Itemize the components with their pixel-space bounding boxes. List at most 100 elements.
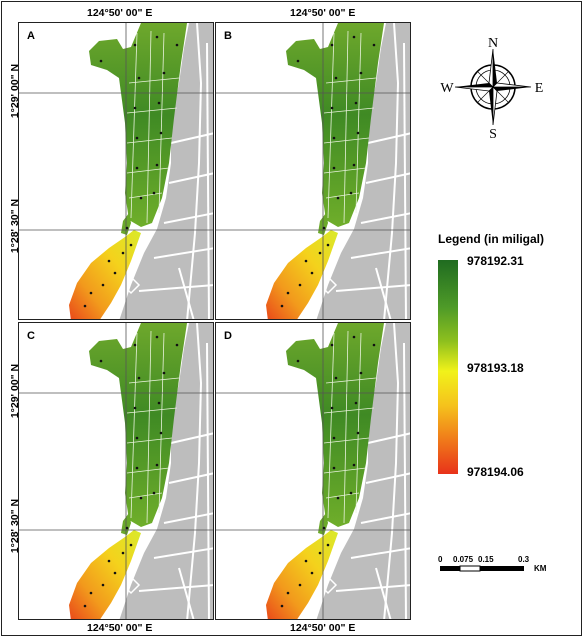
station-point bbox=[155, 35, 159, 39]
station-point bbox=[157, 401, 161, 405]
station-point bbox=[133, 406, 137, 410]
station-point bbox=[135, 436, 139, 440]
land-area bbox=[316, 323, 410, 619]
station-point bbox=[135, 166, 139, 170]
station-point bbox=[322, 526, 326, 530]
scale-tick-0: 0 bbox=[438, 555, 443, 564]
station-point bbox=[296, 359, 300, 363]
road bbox=[121, 575, 141, 595]
station-point bbox=[155, 335, 159, 339]
road bbox=[121, 275, 141, 295]
street bbox=[128, 77, 180, 84]
compass-east: E bbox=[535, 81, 544, 96]
street bbox=[323, 437, 370, 444]
compass-rose-icon: N S E W bbox=[440, 36, 544, 140]
street bbox=[325, 377, 377, 384]
street bbox=[126, 137, 173, 144]
panel-label: B bbox=[224, 30, 232, 42]
station-point bbox=[175, 343, 179, 347]
scale-unit: KM bbox=[534, 564, 547, 573]
street bbox=[126, 467, 170, 474]
street bbox=[128, 192, 163, 199]
panel-label: D bbox=[224, 330, 232, 342]
map-panel-c: C bbox=[18, 322, 214, 620]
scale-bar bbox=[440, 565, 524, 572]
road bbox=[375, 567, 392, 619]
station-point bbox=[310, 271, 314, 275]
panel-label: A bbox=[27, 30, 35, 42]
station-point bbox=[155, 163, 159, 167]
station-point bbox=[129, 543, 133, 547]
road bbox=[163, 512, 213, 524]
station-point bbox=[356, 431, 360, 435]
street bbox=[327, 332, 335, 519]
road bbox=[335, 584, 410, 592]
station-point bbox=[83, 604, 87, 608]
station-point bbox=[336, 496, 340, 500]
land-area bbox=[316, 23, 410, 319]
station-point bbox=[280, 304, 284, 308]
station-point bbox=[135, 466, 139, 470]
station-point bbox=[107, 259, 111, 263]
road bbox=[186, 323, 203, 619]
station-point bbox=[133, 43, 137, 47]
station-point bbox=[99, 59, 103, 63]
road bbox=[350, 547, 410, 559]
station-point bbox=[318, 251, 322, 255]
station-point bbox=[359, 371, 363, 375]
station-point bbox=[139, 496, 143, 500]
road bbox=[350, 247, 410, 259]
station-point bbox=[352, 163, 356, 167]
street bbox=[323, 167, 367, 174]
station-point bbox=[113, 571, 117, 575]
road bbox=[383, 323, 400, 619]
compass-south: S bbox=[489, 127, 497, 140]
longitude-label-bottom-left: 124°50' 00" E bbox=[87, 622, 153, 634]
station-point bbox=[159, 131, 163, 135]
street bbox=[323, 407, 375, 414]
station-point bbox=[326, 243, 330, 247]
street bbox=[323, 107, 375, 114]
legend-min-value: 978194.06 bbox=[467, 465, 524, 479]
street bbox=[126, 437, 173, 444]
station-point bbox=[296, 59, 300, 63]
longitude-label-top-left: 124°50' 00" E bbox=[87, 7, 153, 19]
longitude-label-top-right: 124°50' 00" E bbox=[290, 7, 356, 19]
scale-tick-2: 0.15 bbox=[478, 555, 494, 564]
street bbox=[126, 167, 170, 174]
road bbox=[138, 284, 213, 292]
station-point bbox=[330, 43, 334, 47]
road bbox=[178, 267, 195, 319]
street bbox=[158, 332, 165, 514]
station-point bbox=[310, 571, 314, 575]
map-panel-b: B bbox=[215, 22, 411, 320]
map-panel-d: D bbox=[215, 322, 411, 620]
street bbox=[355, 32, 362, 214]
road bbox=[318, 275, 338, 295]
station-point bbox=[121, 251, 125, 255]
station-point bbox=[157, 101, 161, 105]
station-point bbox=[318, 551, 322, 555]
station-point bbox=[89, 291, 93, 295]
compass-north: N bbox=[488, 36, 498, 51]
station-point bbox=[159, 431, 163, 435]
station-point bbox=[372, 343, 376, 347]
station-point bbox=[332, 436, 336, 440]
street bbox=[158, 32, 165, 214]
station-point bbox=[330, 406, 334, 410]
street bbox=[126, 107, 178, 114]
station-point bbox=[304, 259, 308, 263]
road bbox=[360, 512, 410, 524]
station-point bbox=[332, 136, 336, 140]
station-point bbox=[349, 491, 353, 495]
station-point bbox=[334, 376, 338, 380]
road bbox=[153, 247, 213, 259]
station-point bbox=[83, 304, 87, 308]
station-point bbox=[152, 491, 156, 495]
station-point bbox=[137, 376, 141, 380]
street bbox=[128, 377, 180, 384]
station-point bbox=[135, 136, 139, 140]
street bbox=[323, 467, 367, 474]
scale-tick-3: 0.3 bbox=[518, 555, 530, 564]
